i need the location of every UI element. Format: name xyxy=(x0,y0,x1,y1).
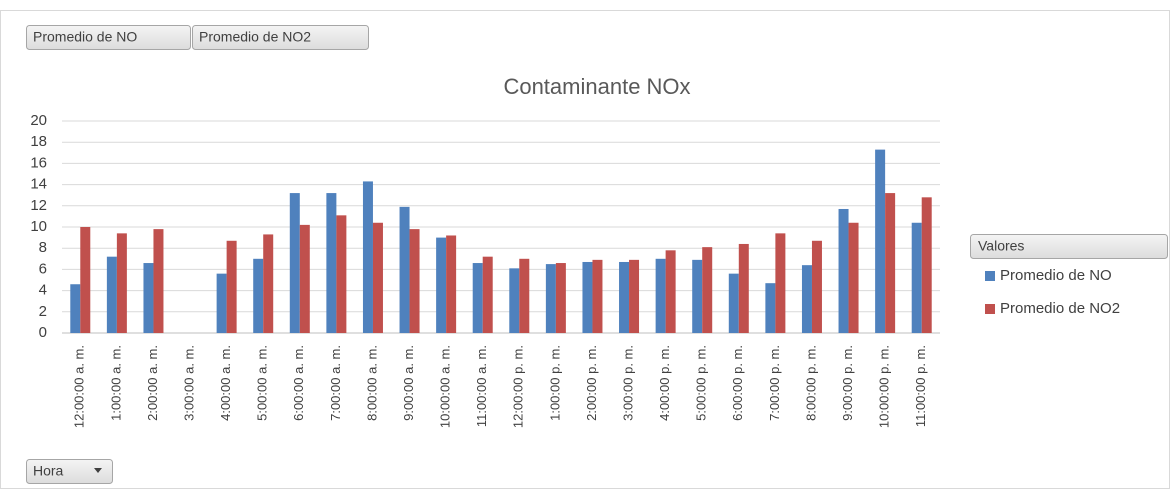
legend-swatch xyxy=(985,304,995,314)
y-tick-label: 12 xyxy=(30,197,47,214)
axis-field-label: Hora xyxy=(33,463,64,479)
x-tick-label: 3:00:00 a. m. xyxy=(181,345,196,421)
x-tick-label: 11:00:00 a. m. xyxy=(474,345,489,427)
legend-header[interactable]: Valores xyxy=(970,234,1168,259)
bar xyxy=(838,208,849,333)
bar xyxy=(545,264,556,333)
bar xyxy=(811,240,822,333)
x-tick-label: 10:00:00 a. m. xyxy=(438,345,453,428)
x-tick-label: 1:00:00 p. m. xyxy=(547,345,562,421)
legend-label: Promedio de NO xyxy=(1000,267,1112,284)
bar xyxy=(326,193,337,333)
bar xyxy=(436,237,447,333)
x-tick-label: 6:00:00 a. m. xyxy=(291,345,306,421)
x-tick-label: 7:00:00 p. m. xyxy=(767,345,782,421)
dropdown-arrow xyxy=(94,468,102,473)
bar xyxy=(738,243,749,333)
bar xyxy=(555,263,566,333)
y-tick-label: 4 xyxy=(39,282,47,299)
bar xyxy=(289,193,300,333)
y-tick-label: 14 xyxy=(30,176,47,193)
y-tick-label: 20 xyxy=(30,112,47,129)
bar xyxy=(409,229,420,333)
bar xyxy=(253,258,264,333)
bar xyxy=(885,193,896,333)
x-tick-label: 8:00:00 a. m. xyxy=(364,345,379,421)
bar xyxy=(116,233,127,333)
bar xyxy=(153,229,164,333)
bar xyxy=(765,283,776,333)
bar xyxy=(482,256,493,333)
x-tick-label: 4:00:00 p. m. xyxy=(657,345,672,421)
bar xyxy=(619,261,630,333)
x-tick-label: 2:00:00 a. m. xyxy=(145,345,160,421)
x-tick-label: 4:00:00 a. m. xyxy=(218,345,233,421)
bar xyxy=(848,222,859,333)
bar xyxy=(911,222,922,333)
bar xyxy=(582,261,593,333)
y-tick-label: 16 xyxy=(30,154,47,171)
x-tick-label: 12:00:00 p. m. xyxy=(511,345,526,428)
field-button[interactable]: Promedio de NO xyxy=(26,25,191,50)
axis-field-button[interactable]: Hora xyxy=(26,459,113,484)
x-tick-label: 7:00:00 a. m. xyxy=(328,345,343,421)
field-button[interactable]: Promedio de NO2 xyxy=(192,25,369,50)
x-tick-label: 9:00:00 a. m. xyxy=(401,345,416,421)
bar xyxy=(106,256,117,333)
y-tick-label: 2 xyxy=(39,303,47,320)
y-tick-label: 6 xyxy=(39,260,47,277)
y-tick-label: 0 xyxy=(39,324,47,341)
x-tick-label: 8:00:00 p. m. xyxy=(803,345,818,421)
bar xyxy=(263,234,274,333)
bar xyxy=(216,273,227,333)
x-tick-label: 9:00:00 p. m. xyxy=(840,345,855,421)
bar xyxy=(875,149,886,333)
bar xyxy=(921,197,932,333)
bar xyxy=(728,273,739,333)
bar xyxy=(509,268,520,333)
bar xyxy=(665,250,676,333)
chart-title: Contaminante NOx xyxy=(503,74,690,99)
bar xyxy=(446,235,457,333)
x-tick-label: 2:00:00 p. m. xyxy=(584,345,599,421)
bar xyxy=(592,259,603,333)
y-tick-label: 18 xyxy=(30,133,47,150)
bar xyxy=(70,284,81,333)
bar xyxy=(519,258,530,333)
bar xyxy=(372,222,383,333)
x-tick-label: 10:00:00 p. m. xyxy=(877,345,892,428)
x-tick-label: 12:00:00 a. m. xyxy=(72,345,87,428)
x-tick-label: 6:00:00 p. m. xyxy=(730,345,745,421)
x-tick-label: 11:00:00 p. m. xyxy=(913,345,928,427)
bar xyxy=(655,258,666,333)
bar xyxy=(399,206,410,333)
bar xyxy=(80,227,91,333)
bar xyxy=(801,265,812,333)
legend-label: Promedio de NO2 xyxy=(1000,300,1120,317)
bar xyxy=(299,224,310,333)
bar xyxy=(226,240,237,333)
x-tick-label: 5:00:00 a. m. xyxy=(255,345,270,421)
y-tick-label: 10 xyxy=(30,218,47,235)
legend-title: Valores xyxy=(978,238,1024,254)
x-tick-label: 1:00:00 a. m. xyxy=(108,345,123,421)
bar xyxy=(629,259,640,333)
bar xyxy=(143,263,154,333)
bar xyxy=(336,215,347,333)
bar xyxy=(702,247,713,333)
y-tick-label: 8 xyxy=(39,239,47,256)
legend-swatch xyxy=(985,271,995,281)
bar xyxy=(472,263,483,333)
bar xyxy=(775,233,786,333)
x-tick-label: 5:00:00 p. m. xyxy=(694,345,709,421)
bar xyxy=(362,181,373,333)
field-button-label: Promedio de NO2 xyxy=(199,29,311,45)
x-tick-label: 3:00:00 p. m. xyxy=(620,345,635,421)
field-button-label: Promedio de NO xyxy=(33,29,137,45)
bar xyxy=(692,259,703,333)
